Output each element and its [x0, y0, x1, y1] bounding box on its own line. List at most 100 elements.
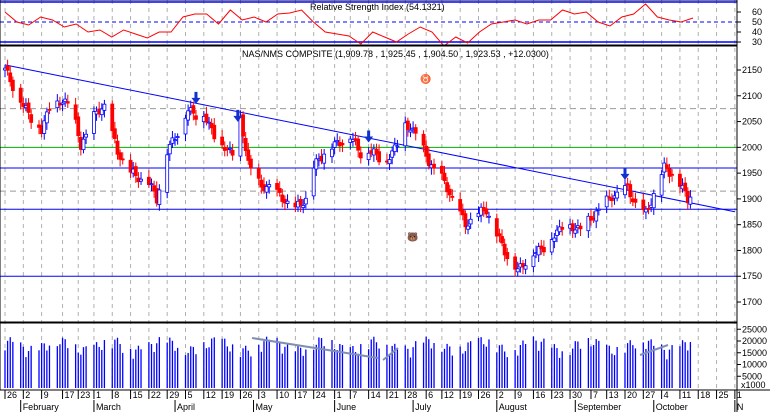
candle-body	[405, 120, 410, 130]
x-tick-label: 22	[151, 390, 161, 400]
candle-body	[505, 252, 510, 260]
down-arrow-icon	[620, 167, 630, 180]
volume-panel	[4, 336, 692, 388]
candle-body	[191, 105, 196, 114]
month-label: June	[337, 402, 357, 412]
x-tick-label: 26	[242, 390, 252, 400]
price-tick-label: 2050	[742, 117, 762, 127]
x-tick-label: 19	[462, 390, 472, 400]
x-tick-label: 27	[645, 390, 655, 400]
candle-body	[688, 196, 693, 205]
candle-body	[157, 189, 162, 205]
candle-body	[259, 179, 264, 188]
price-panel: ♉🐻	[0, 59, 737, 277]
divergence-line	[382, 347, 399, 361]
candle-body	[578, 225, 583, 230]
candle-body	[146, 176, 151, 186]
candle-body	[314, 158, 319, 170]
candle-body	[366, 152, 371, 161]
down-arrow-icon	[364, 130, 374, 143]
candle-body	[421, 133, 426, 146]
candle-body	[531, 255, 536, 268]
month-label: May	[256, 402, 274, 412]
candle-body	[659, 174, 664, 196]
candle-body	[110, 103, 115, 131]
x-tick-label: 9	[44, 390, 49, 400]
x-tick-label: 4	[664, 390, 669, 400]
candle-body	[594, 210, 599, 222]
rsi-line	[4, 3, 694, 47]
candle-body	[356, 138, 361, 151]
candle-body	[468, 218, 473, 225]
candle-body	[10, 79, 15, 91]
candle-body	[541, 247, 546, 253]
x-tick-label: 11	[682, 390, 691, 400]
candle-body	[118, 152, 123, 160]
x-tick-label: 16	[535, 390, 545, 400]
candle-body	[523, 265, 528, 270]
volume-tick-label: 10000	[742, 360, 767, 370]
price-tick-label: 2100	[742, 91, 762, 101]
x-tick-label: 1	[737, 390, 742, 400]
x-tick-label: 29	[169, 390, 179, 400]
x-tick-label: 8	[114, 390, 119, 400]
month-label: October	[656, 402, 688, 412]
x-tick-label: 9	[517, 390, 522, 400]
candle-body	[678, 173, 682, 187]
x-tick-label: 7	[593, 390, 598, 400]
down-arrow-icon	[191, 91, 201, 104]
candle-body	[596, 208, 601, 211]
candle-body	[275, 183, 279, 190]
candle-body	[604, 195, 609, 208]
candle-body	[460, 209, 465, 216]
candle-body	[186, 110, 191, 121]
x-tick-label: 3	[261, 390, 266, 400]
candle-body	[128, 159, 133, 173]
x-tick-label: 20	[627, 390, 637, 400]
candle-body	[552, 237, 557, 242]
candle-body	[426, 153, 431, 166]
candle-body	[285, 200, 290, 204]
candle-body	[76, 116, 81, 136]
candle-body	[515, 268, 520, 273]
candle-body	[484, 208, 489, 215]
candle-body	[249, 158, 253, 169]
candle-body	[607, 196, 612, 199]
candle-body	[277, 188, 282, 193]
candle-body	[280, 194, 285, 202]
x-tick-label: 17	[297, 390, 307, 400]
rsi-tick-label: 60	[752, 7, 762, 17]
candle-body	[413, 127, 418, 134]
candle-body	[173, 139, 177, 142]
x-tick-label: 23	[554, 390, 564, 400]
rsi-title: Relative Strength Index (54.1321)	[310, 2, 445, 12]
candle-body	[63, 98, 68, 103]
candle-body	[392, 144, 397, 152]
candle-body	[44, 111, 49, 124]
x-tick-label: 15	[133, 390, 143, 400]
candle-body	[487, 215, 491, 218]
rsi-panel	[0, 1, 737, 47]
candle-body	[513, 256, 518, 270]
candle-body	[463, 213, 468, 228]
candle-body	[60, 102, 65, 105]
candle-body	[204, 113, 209, 123]
candle-body	[246, 149, 251, 161]
x-tick-label: 23	[80, 390, 90, 400]
candle-body	[301, 205, 306, 208]
candle-body	[494, 218, 499, 237]
x-tick-label: 26	[480, 390, 490, 400]
volume-tick-label: 5000	[742, 371, 762, 381]
candle-body	[42, 120, 47, 134]
candle-body	[112, 128, 117, 139]
candle-body	[683, 182, 688, 192]
candle-body	[26, 102, 31, 113]
candle-body	[133, 166, 138, 177]
candle-body	[256, 167, 261, 179]
candle-body	[241, 114, 245, 137]
candle-body	[549, 239, 554, 253]
candle-body	[340, 142, 345, 146]
rsi-tick-label: 50	[752, 17, 762, 27]
candle-body	[149, 183, 154, 186]
